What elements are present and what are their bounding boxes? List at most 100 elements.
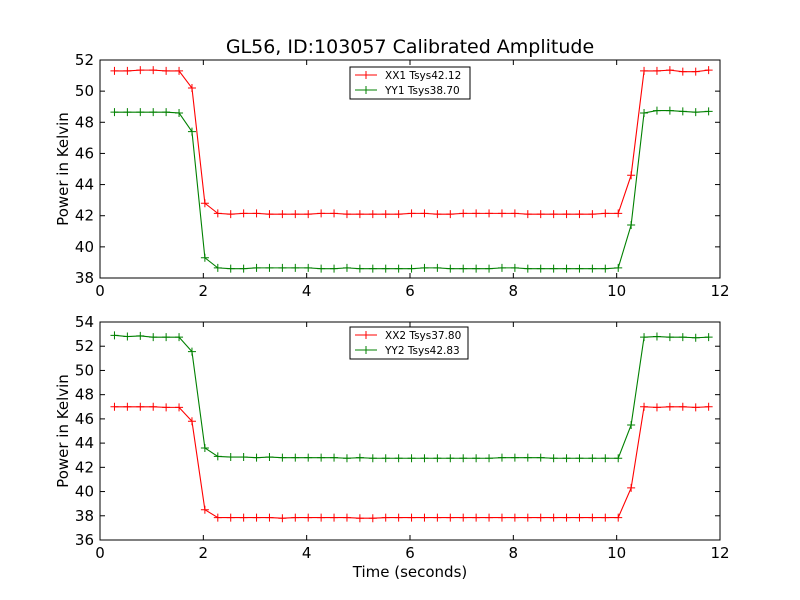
legend-label: XX2 Tsys37.80 — [385, 330, 461, 342]
legend-marker — [362, 71, 370, 79]
y-tick-label: 52 — [75, 337, 94, 355]
data-point — [678, 67, 687, 76]
data-point — [627, 221, 636, 230]
data-point — [239, 513, 248, 522]
data-point — [627, 171, 636, 180]
data-point — [562, 454, 571, 463]
data-point — [368, 210, 377, 219]
data-point — [342, 263, 351, 272]
data-point — [420, 263, 429, 272]
data-point — [510, 263, 519, 272]
data-point — [652, 106, 661, 115]
data-point — [330, 264, 339, 273]
legend-box — [349, 326, 469, 360]
data-point — [136, 66, 145, 75]
data-point — [278, 453, 287, 462]
y-tick-label: 36 — [75, 531, 94, 549]
data-point — [136, 108, 145, 117]
data-point — [485, 209, 494, 218]
y-tick-label: 44 — [75, 176, 94, 194]
data-point — [665, 333, 674, 342]
data-point — [627, 420, 636, 429]
data-point — [459, 209, 468, 218]
data-point — [149, 402, 158, 411]
data-point — [252, 263, 261, 272]
y-axis-label: Power in Kelvin — [54, 112, 72, 226]
data-point — [601, 513, 610, 522]
data-point — [175, 403, 184, 412]
y-tick-label: 44 — [75, 434, 94, 452]
data-point — [342, 513, 351, 522]
data-point — [162, 333, 171, 342]
data-point — [162, 403, 171, 412]
data-point — [291, 453, 300, 462]
data-point — [640, 333, 649, 342]
data-point — [485, 454, 494, 463]
data-point — [665, 66, 674, 75]
x-tick-label: 12 — [710, 544, 729, 562]
data-point — [123, 332, 132, 341]
data-point — [200, 253, 209, 262]
data-point — [278, 210, 287, 219]
data-point — [549, 513, 558, 522]
data-point — [536, 453, 545, 462]
data-point — [536, 513, 545, 522]
data-point — [652, 66, 661, 75]
data-point — [394, 513, 403, 522]
data-point — [510, 513, 519, 522]
data-point — [510, 209, 519, 218]
data-point — [317, 264, 326, 273]
legend-label: YY1 Tsys38.70 — [384, 85, 460, 97]
data-point — [704, 333, 713, 342]
data-point — [472, 454, 481, 463]
data-point — [691, 333, 700, 342]
data-point — [381, 264, 390, 273]
data-point — [123, 402, 132, 411]
data-point — [459, 513, 468, 522]
data-point — [187, 417, 196, 426]
data-point — [368, 514, 377, 523]
data-point — [330, 453, 339, 462]
data-point — [149, 66, 158, 75]
data-point — [317, 453, 326, 462]
data-point — [485, 513, 494, 522]
data-point — [562, 513, 571, 522]
legend-label: XX1 Tsys42.12 — [385, 70, 461, 82]
data-point — [368, 264, 377, 273]
data-point — [317, 209, 326, 218]
data-point — [433, 263, 442, 272]
y-tick-label: 38 — [75, 269, 94, 287]
data-point — [433, 513, 442, 522]
data-point — [691, 108, 700, 117]
data-point — [536, 210, 545, 219]
data-point — [523, 513, 532, 522]
data-point — [614, 263, 623, 272]
data-point — [691, 403, 700, 412]
data-point — [226, 264, 235, 273]
data-point — [446, 210, 455, 219]
data-point — [472, 264, 481, 273]
y-axis-label: Power in Kelvin — [54, 374, 72, 488]
data-point — [523, 264, 532, 273]
data-point — [497, 209, 506, 218]
data-point — [355, 453, 364, 462]
data-point — [239, 264, 248, 273]
data-point — [446, 513, 455, 522]
x-tick-label: 12 — [710, 282, 729, 300]
legend: XX2 Tsys37.80 YY2 Tsys42.83 — [349, 326, 469, 360]
y-tick-label: 46 — [75, 144, 94, 162]
x-tick-label: 10 — [607, 282, 626, 300]
data-point — [549, 264, 558, 273]
data-point — [497, 263, 506, 272]
data-point — [394, 264, 403, 273]
series-1-2 — [110, 106, 713, 273]
data-point — [252, 513, 261, 522]
data-point — [304, 513, 313, 522]
data-point — [704, 107, 713, 116]
data-point — [536, 264, 545, 273]
data-point — [265, 453, 274, 462]
data-point — [187, 127, 196, 136]
data-point — [226, 513, 235, 522]
data-point — [472, 209, 481, 218]
data-point — [304, 453, 313, 462]
